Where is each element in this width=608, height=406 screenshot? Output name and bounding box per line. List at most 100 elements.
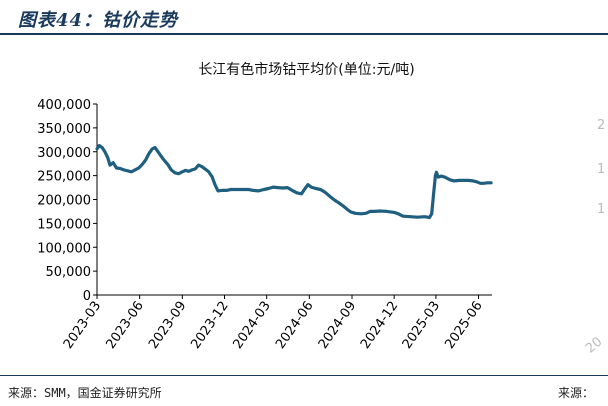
data-point [201, 165, 203, 168]
x-tick-label: 2023-06 [103, 299, 146, 352]
data-point [98, 144, 101, 147]
data-point [428, 216, 431, 219]
data-point [130, 171, 133, 173]
data-point [467, 179, 470, 182]
y-tick-label: 350,000 [37, 122, 91, 137]
x-tick-label: 2023-12 [188, 299, 231, 352]
data-point [167, 163, 169, 166]
data-point [225, 189, 228, 192]
footer-divider [0, 375, 608, 376]
y-tick-label: 50,000 [46, 265, 92, 280]
data-point [443, 176, 446, 178]
data-point [267, 187, 270, 190]
data-point [126, 170, 129, 172]
data-point [424, 215, 426, 218]
data-point [416, 216, 419, 218]
data-point [315, 187, 317, 190]
data-point [160, 155, 162, 157]
data-point [191, 169, 193, 171]
data-point [349, 211, 352, 213]
data-point [291, 189, 294, 192]
data-point [328, 195, 331, 197]
data-point [174, 172, 176, 174]
y-tick-label: 250,000 [37, 170, 91, 185]
data-point [324, 191, 326, 194]
data-point [148, 152, 150, 155]
data-point [472, 180, 474, 182]
data-point [109, 164, 111, 166]
data-point [338, 202, 341, 205]
data-point [197, 164, 200, 166]
data-point [156, 150, 159, 153]
x-tick-label: 2023-03 [61, 299, 104, 352]
data-point [184, 169, 187, 172]
data-point [397, 213, 400, 215]
figure-title: 图表44：钴价走势 [18, 10, 179, 31]
data-point [449, 179, 452, 181]
data-point [432, 193, 435, 195]
data-point [354, 212, 357, 215]
data-point [386, 210, 388, 213]
data-point [310, 186, 313, 188]
data-point [453, 180, 456, 182]
data-point [181, 171, 184, 173]
data-point [236, 188, 238, 191]
data-point [409, 215, 412, 218]
data-point [141, 163, 144, 165]
data-point [402, 215, 404, 217]
data-point [458, 179, 460, 182]
data-point [104, 151, 106, 153]
data-point [300, 193, 303, 195]
data-point [211, 175, 213, 178]
data-point [282, 187, 284, 189]
x-tick-label: 2024-09 [316, 299, 359, 352]
data-point [194, 168, 197, 170]
data-point [115, 167, 118, 169]
x-tick-label: 2024-06 [273, 299, 316, 352]
y-tick-label: 400,000 [37, 98, 91, 113]
data-point [319, 188, 322, 191]
data-point [119, 167, 121, 170]
source-note-right: 来源： [558, 386, 595, 400]
data-point [188, 170, 190, 173]
data-point [112, 161, 114, 164]
source-note: 来源：SMM，国金证券研究所 [8, 386, 162, 400]
data-point [369, 210, 371, 213]
data-point [101, 146, 103, 149]
data-point [154, 146, 156, 149]
price-chart: 长江有色市场钴平均价(单位:元/吨) 0 50,000 100,000 150,000 2… [37, 61, 493, 352]
data-point [346, 208, 349, 211]
x-tick-label: 2024-12 [358, 299, 401, 352]
ghost-text: 1 [597, 202, 606, 217]
data-point [333, 199, 336, 201]
data-point [482, 182, 485, 185]
data-point [373, 210, 376, 213]
x-tick-label: 2023-09 [146, 299, 189, 352]
data-point [230, 188, 232, 191]
data-point [435, 171, 438, 174]
data-point [307, 183, 309, 186]
data-point [242, 188, 244, 191]
data-point [343, 205, 345, 208]
data-point [479, 182, 482, 185]
data-point [214, 184, 216, 186]
x-tick-label: 2025-03 [400, 299, 443, 352]
y-tick-label: 0 [83, 289, 91, 304]
data-point [463, 179, 466, 182]
data-point [207, 171, 210, 173]
data-point [272, 186, 275, 188]
data-point [123, 169, 125, 171]
x-tick-label: 2025-06 [442, 299, 485, 352]
y-tick-label: 300,000 [37, 146, 91, 161]
chart-title: 长江有色市场钴平均价(单位:元/吨) [198, 61, 414, 78]
data-point [151, 148, 153, 150]
data-point [434, 174, 437, 177]
data-point [486, 182, 489, 184]
data-point [296, 192, 298, 194]
data-point [430, 213, 433, 215]
data-point [263, 188, 265, 191]
ghost-text: 1 [597, 162, 606, 177]
data-point [204, 168, 206, 170]
series-line [95, 143, 493, 220]
data-point [96, 148, 98, 150]
